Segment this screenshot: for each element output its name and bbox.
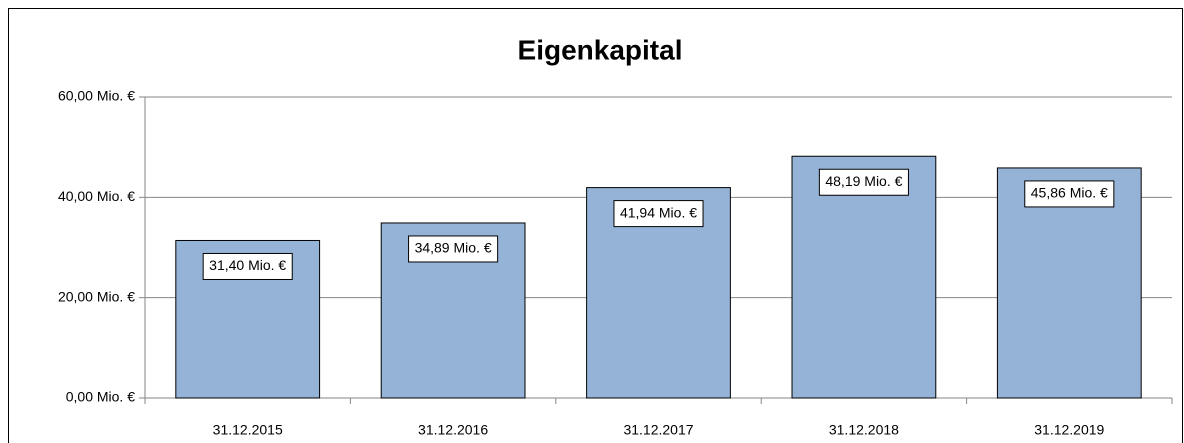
y-tick-label: 60,00 Mio. €	[58, 88, 135, 104]
data-label-box	[202, 252, 293, 280]
y-tick-label: 0,00 Mio. €	[66, 389, 135, 405]
data-label: 48,19 Mio. €	[825, 173, 902, 189]
chart-title: Eigenkapital	[518, 34, 683, 65]
data-label-box	[613, 200, 704, 228]
data-label: 34,89 Mio. €	[415, 240, 492, 256]
bar	[791, 155, 937, 399]
x-tick-label: 31.12.2017	[623, 422, 693, 438]
data-label-box	[818, 168, 909, 196]
data-label: 41,94 Mio. €	[620, 204, 697, 220]
data-label: 45,86 Mio. €	[1031, 185, 1108, 201]
data-label: 31,40 Mio. €	[209, 257, 286, 273]
x-tick-label: 31.12.2019	[1034, 422, 1104, 438]
x-tick-label: 31.12.2016	[418, 422, 488, 438]
data-label-box	[1024, 180, 1115, 208]
x-tick-label: 31.12.2015	[213, 422, 283, 438]
y-tick-label: 40,00 Mio. €	[58, 188, 135, 204]
y-tick-label: 20,00 Mio. €	[58, 288, 135, 304]
x-tick-label: 31.12.2018	[829, 422, 899, 438]
data-label-box	[408, 235, 499, 263]
